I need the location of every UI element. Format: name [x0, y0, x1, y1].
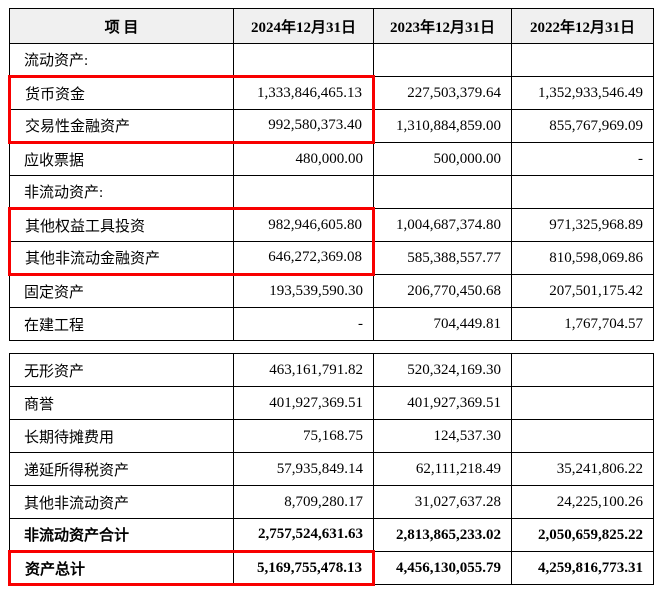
column-header-item: 项 目 [9, 8, 234, 44]
table-row: 长期待摊费用 75,168.75 124,537.30 [9, 419, 654, 453]
table-body-lower: 无形资产 463,161,791.82 520,324,169.30 商誉 401,92… [8, 353, 654, 586]
value-cell-2022: 24,225,100.26 [511, 485, 654, 519]
value-cell-2023: 62,111,218.49 [373, 452, 512, 486]
value-cell-2024: 193,539,590.30 [233, 274, 374, 308]
table-body-upper: 流动资产: 货币资金 1,333,846,465.13 227,503,379.64 1… [8, 43, 654, 341]
table-row: 非流动资产合计 2,757,524,631.63 2,813,865,233.02 2… [9, 518, 654, 552]
value-cell-2022: 971,325,968.89 [511, 208, 654, 242]
table-row: 在建工程 -704,449.81 1,767,704.57 [9, 307, 654, 341]
value-cell-2023: 206,770,450.68 [373, 274, 512, 308]
row-label: 其他非流动资产 [9, 485, 234, 519]
value-cell-2023: 4,456,130,055.79 [373, 551, 512, 585]
value-cell-2022 [511, 353, 654, 387]
table-row: 固定资产 193,539,590.30 206,770,450.68 207,501,… [9, 274, 654, 308]
balance-sheet-table-lower: 无形资产 463,161,791.82 520,324,169.30 商誉 401,92… [8, 353, 654, 586]
balance-sheet-table-upper: 项 目 2024年12月31日 2023年12月31日 2022年12月31日 … [8, 8, 654, 341]
value-cell-2023: 1,310,884,859.00 [373, 109, 512, 143]
row-label: 无形资产 [9, 353, 234, 387]
value-cell-2024: 75,168.75 [233, 419, 374, 453]
row-label: 交易性金融资产 [8, 109, 234, 144]
column-header-2024: 2024年12月31日 [233, 8, 374, 44]
row-label: 商誉 [9, 386, 234, 420]
value-cell-2024: 5,169,755,478.13 [233, 550, 375, 586]
value-cell-2022: 1,352,933,546.49 [511, 76, 654, 110]
row-label: 货币资金 [8, 75, 234, 110]
table-row: 其他非流动资产 8,709,280.17 31,027,637.28 24,225,1… [9, 485, 654, 519]
value-cell-2024: 1,333,846,465.13 [233, 75, 375, 110]
table-row: 其他非流动金融资产 646,272,369.08 585,388,557.77 810… [8, 241, 654, 276]
row-label: 资产总计 [8, 550, 234, 586]
value-cell-2022: 35,241,806.22 [511, 452, 654, 486]
value-cell-2023 [373, 175, 512, 209]
row-label: 长期待摊费用 [9, 419, 234, 453]
table-row: 货币资金 1,333,846,465.13 227,503,379.64 1,352,… [8, 75, 654, 110]
value-cell-2023: 704,449.81 [373, 307, 512, 341]
row-label: 非流动资产: [9, 175, 234, 209]
row-label: 流动资产: [9, 43, 234, 77]
value-cell-2024: 57,935,849.14 [233, 452, 374, 486]
table-row: 商誉 401,927,369.51 401,927,369.51 [9, 386, 654, 420]
value-cell-2023 [373, 43, 512, 77]
value-cell-2022: 810,598,069.86 [511, 241, 654, 275]
value-cell-2023: 227,503,379.64 [373, 76, 512, 110]
section-header-row: 非流动资产: [9, 175, 654, 209]
value-cell-2023: 520,324,169.30 [373, 353, 512, 387]
column-header-2022: 2022年12月31日 [511, 8, 654, 44]
value-cell-2024: 401,927,369.51 [233, 386, 374, 420]
header-row: 项 目 2024年12月31日 2023年12月31日 2022年12月31日 [9, 8, 654, 44]
row-label: 应收票据 [9, 142, 234, 176]
value-cell-2022: 855,767,969.09 [511, 109, 654, 143]
value-cell-2024: - [233, 307, 374, 341]
value-cell-2022 [511, 419, 654, 453]
value-cell-2023: 585,388,557.77 [373, 241, 512, 275]
column-header-2023: 2023年12月31日 [373, 8, 512, 44]
value-cell-2023: 2,813,865,233.02 [373, 518, 512, 552]
value-cell-2022: - [511, 142, 654, 176]
value-cell-2022: 1,767,704.57 [511, 307, 654, 341]
value-cell-2023: 1,004,687,374.80 [373, 208, 512, 242]
table-row: 无形资产 463,161,791.82 520,324,169.30 [9, 353, 654, 387]
value-cell-2024: 463,161,791.82 [233, 353, 374, 387]
value-cell-2024: 2,757,524,631.63 [233, 518, 374, 552]
value-cell-2022 [511, 175, 654, 209]
table-section-gap [8, 341, 652, 353]
value-cell-2023: 31,027,637.28 [373, 485, 512, 519]
value-cell-2024: 982,946,605.80 [233, 207, 375, 242]
row-label: 其他权益工具投资 [8, 207, 234, 242]
value-cell-2023: 401,927,369.51 [373, 386, 512, 420]
section-header-row: 流动资产: [9, 43, 654, 77]
row-label: 其他非流动金融资产 [8, 241, 234, 276]
value-cell-2024: 480,000.00 [233, 142, 374, 176]
table-row: 应收票据 480,000.00 500,000.00- [9, 142, 654, 176]
value-cell-2023: 500,000.00 [373, 142, 512, 176]
value-cell-2024: 8,709,280.17 [233, 485, 374, 519]
table-row: 递延所得税资产 57,935,849.14 62,111,218.49 35,241,… [9, 452, 654, 486]
table-row: 资产总计 5,169,755,478.13 4,456,130,055.79 4,25… [8, 550, 654, 586]
value-cell-2022: 2,050,659,825.22 [511, 518, 654, 552]
value-cell-2022 [511, 386, 654, 420]
row-label: 非流动资产合计 [9, 518, 234, 552]
value-cell-2023: 124,537.30 [373, 419, 512, 453]
table-row: 其他权益工具投资 982,946,605.80 1,004,687,374.80 97… [8, 207, 654, 242]
value-cell-2024: 992,580,373.40 [233, 109, 375, 144]
row-label: 递延所得税资产 [9, 452, 234, 486]
value-cell-2022: 4,259,816,773.31 [511, 551, 654, 585]
value-cell-2024: 646,272,369.08 [233, 241, 375, 276]
value-cell-2024 [233, 175, 374, 209]
value-cell-2024 [233, 43, 374, 77]
row-label: 固定资产 [9, 274, 234, 308]
table-row: 交易性金融资产 992,580,373.40 1,310,884,859.00 855… [8, 109, 654, 144]
value-cell-2022: 207,501,175.42 [511, 274, 654, 308]
row-label: 在建工程 [9, 307, 234, 341]
value-cell-2022 [511, 43, 654, 77]
